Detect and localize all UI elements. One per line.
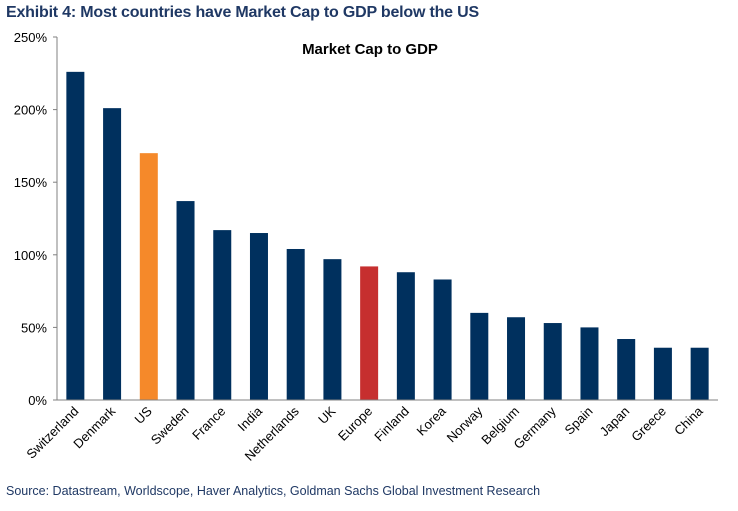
bar-spain	[580, 327, 599, 400]
bar-netherlands	[286, 248, 305, 400]
x-tick-label: Spain	[561, 404, 595, 438]
bar-finland	[396, 272, 415, 400]
source-note: Source: Datastream, Worldscope, Haver An…	[6, 484, 541, 498]
y-tick-label: 200%	[14, 103, 48, 118]
bar-france	[213, 230, 232, 400]
bar-sweden	[176, 201, 195, 400]
y-tick-label: 250%	[14, 30, 48, 45]
x-tick-label: Sweden	[148, 404, 192, 448]
bar-switzerland	[66, 71, 85, 401]
x-tick-label: Europe	[335, 404, 375, 444]
y-axis: 0% 50% 100% 150% 200% 250%	[14, 30, 58, 408]
bar-china	[690, 347, 709, 400]
bars	[66, 71, 709, 401]
x-tick-label: Finland	[371, 404, 412, 445]
x-tick-label: Switzerland	[23, 404, 81, 462]
y-tick-label: 100%	[14, 248, 48, 263]
bar-europe	[360, 266, 379, 400]
bar-denmark	[103, 108, 122, 400]
bar-chart: Market Cap to GDP 0%50%100%150%200%250% …	[14, 30, 718, 464]
bar-norway	[470, 312, 489, 400]
bar-korea	[433, 279, 452, 400]
x-tick-label: China	[671, 403, 706, 438]
bar-uk	[323, 259, 342, 400]
bar-india	[249, 233, 268, 400]
x-tick-label: US	[132, 403, 156, 427]
y-tick-label: 50%	[21, 320, 47, 335]
bar-greece	[653, 347, 672, 400]
x-tick-label: UK	[315, 403, 339, 427]
bar-germany	[543, 323, 562, 400]
x-tick-label: France	[189, 404, 228, 443]
x-tick-label: Greece	[628, 404, 669, 445]
y-tick-label: 150%	[14, 175, 48, 190]
y-tick-label: 0%	[28, 393, 47, 408]
x-tick-label: Japan	[597, 404, 633, 440]
bar-us	[139, 153, 158, 400]
bar-belgium	[507, 317, 526, 400]
bar-japan	[617, 339, 636, 400]
x-tick-label: India	[235, 403, 266, 434]
exhibit-title: Exhibit 4: Most countries have Market Ca…	[6, 4, 479, 21]
chart-title: Market Cap to GDP	[302, 41, 438, 58]
